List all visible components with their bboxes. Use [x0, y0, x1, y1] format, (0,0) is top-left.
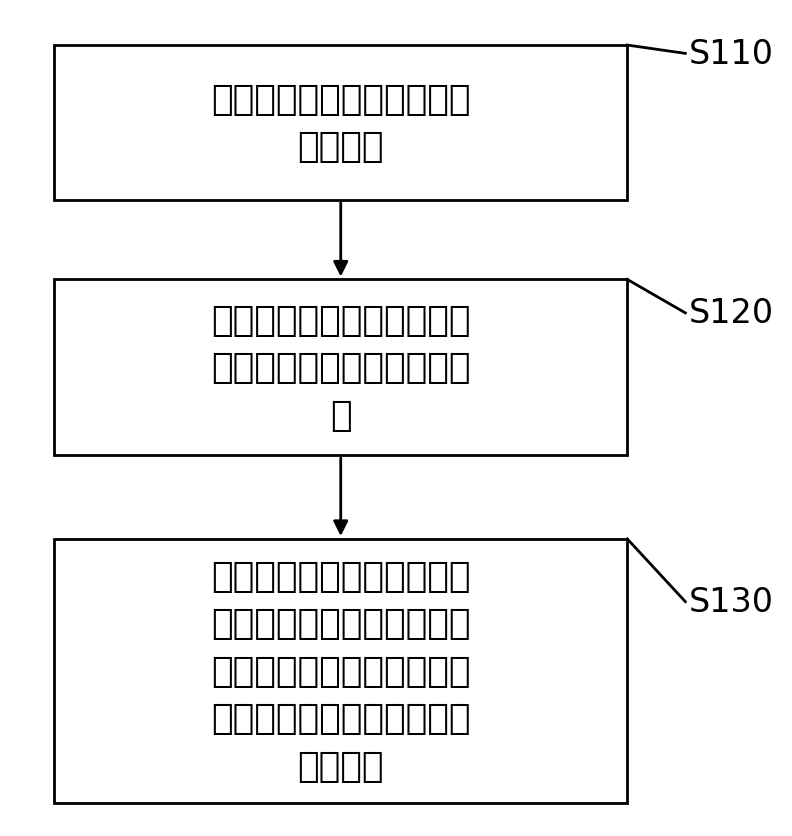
Text: S110: S110 [689, 38, 775, 71]
Text: S120: S120 [689, 297, 775, 330]
Bar [54, 539, 627, 803]
Text: 获取针对一智能终端设备的
控制命令: 获取针对一智能终端设备的 控制命令 [211, 83, 470, 164]
Text: 检测智能终端设备对应的设
备模型是集成在本地或在云
端: 检测智能终端设备对应的设 备模型是集成在本地或在云 端 [211, 303, 470, 432]
Bar [54, 46, 627, 201]
Bar [54, 280, 627, 456]
Text: S130: S130 [689, 585, 775, 619]
Text: 根据本地集成的设备模型转
换控制命令得到第一动作指
令，或者将控制命令发送至
云端以在云端转换得到第二
动作指令: 根据本地集成的设备模型转 换控制命令得到第一动作指 令，或者将控制命令发送至 云… [211, 559, 470, 782]
